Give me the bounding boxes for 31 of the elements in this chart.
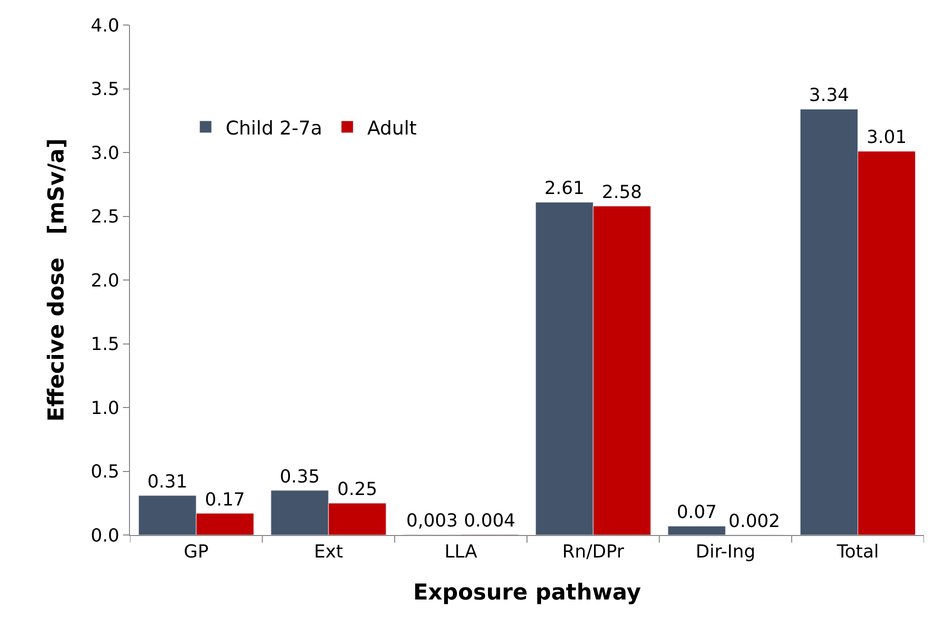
legend-label: Adult	[367, 117, 417, 140]
x-axis-title: Exposure pathway	[413, 580, 641, 606]
y-axis-title: Effecive dose [mSv/a]	[44, 138, 70, 422]
y-tick-label: 1.0	[90, 398, 120, 419]
x-tick-label: Dir-Ing	[696, 542, 756, 563]
y-tick-label: 2.5	[90, 206, 120, 228]
y-tick-label: 0.0	[90, 525, 120, 546]
y-tick-label: 0.5	[90, 462, 120, 483]
legend-label: Child 2-7a	[226, 117, 322, 140]
data-label: 0.25	[337, 479, 378, 500]
data-label: 0.17	[204, 489, 245, 510]
data-label: 2.58	[602, 182, 642, 204]
data-label: 0.002	[728, 510, 780, 532]
data-label: 0,003	[406, 510, 458, 532]
y-tick-label: 3.5	[90, 79, 120, 100]
y-tick-label: 4.0	[90, 15, 120, 36]
x-tick-label: LLA	[444, 542, 478, 563]
data-label: 0.07	[676, 502, 717, 524]
x-tick-label: Ext	[314, 542, 344, 563]
x-tick-label: Total	[836, 542, 879, 563]
data-label: 0.31	[147, 471, 188, 492]
x-tick-label: GP	[184, 542, 209, 563]
y-tick-label: 1.5	[90, 334, 120, 356]
data-label: 0.35	[280, 466, 320, 488]
data-label: 3.01	[866, 127, 907, 148]
data-label: 2.61	[544, 178, 584, 200]
y-tick-label: 3.0	[90, 142, 120, 164]
y-tick-label: 2.0	[90, 270, 120, 292]
x-tick-label: Rn/DPr	[562, 542, 625, 563]
data-label: 3.34	[809, 85, 850, 106]
data-label: 0.004	[464, 510, 516, 532]
